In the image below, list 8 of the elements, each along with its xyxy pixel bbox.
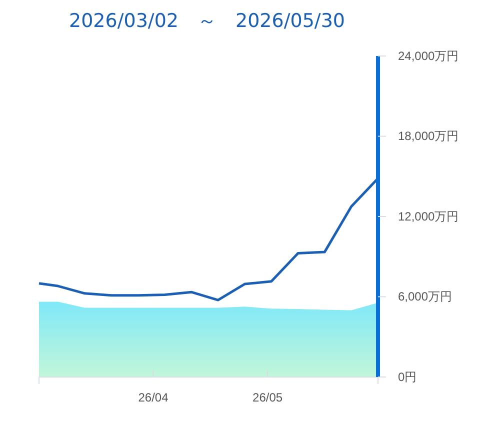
y-tick-label: 12,000万円 — [398, 209, 459, 224]
x-tick-label: 26/05 — [252, 390, 283, 404]
y-tick-label: 6,000万円 — [398, 290, 452, 304]
y-tick-label: 0円 — [398, 370, 417, 384]
y-tick-label: 24,000万円 — [398, 48, 459, 63]
chart-title: 2026/03/02 ～ 2026/05/30 — [68, 10, 346, 32]
y-tick-label: 18,000万円 — [398, 129, 459, 144]
x-tick-label: 26/04 — [138, 390, 169, 404]
